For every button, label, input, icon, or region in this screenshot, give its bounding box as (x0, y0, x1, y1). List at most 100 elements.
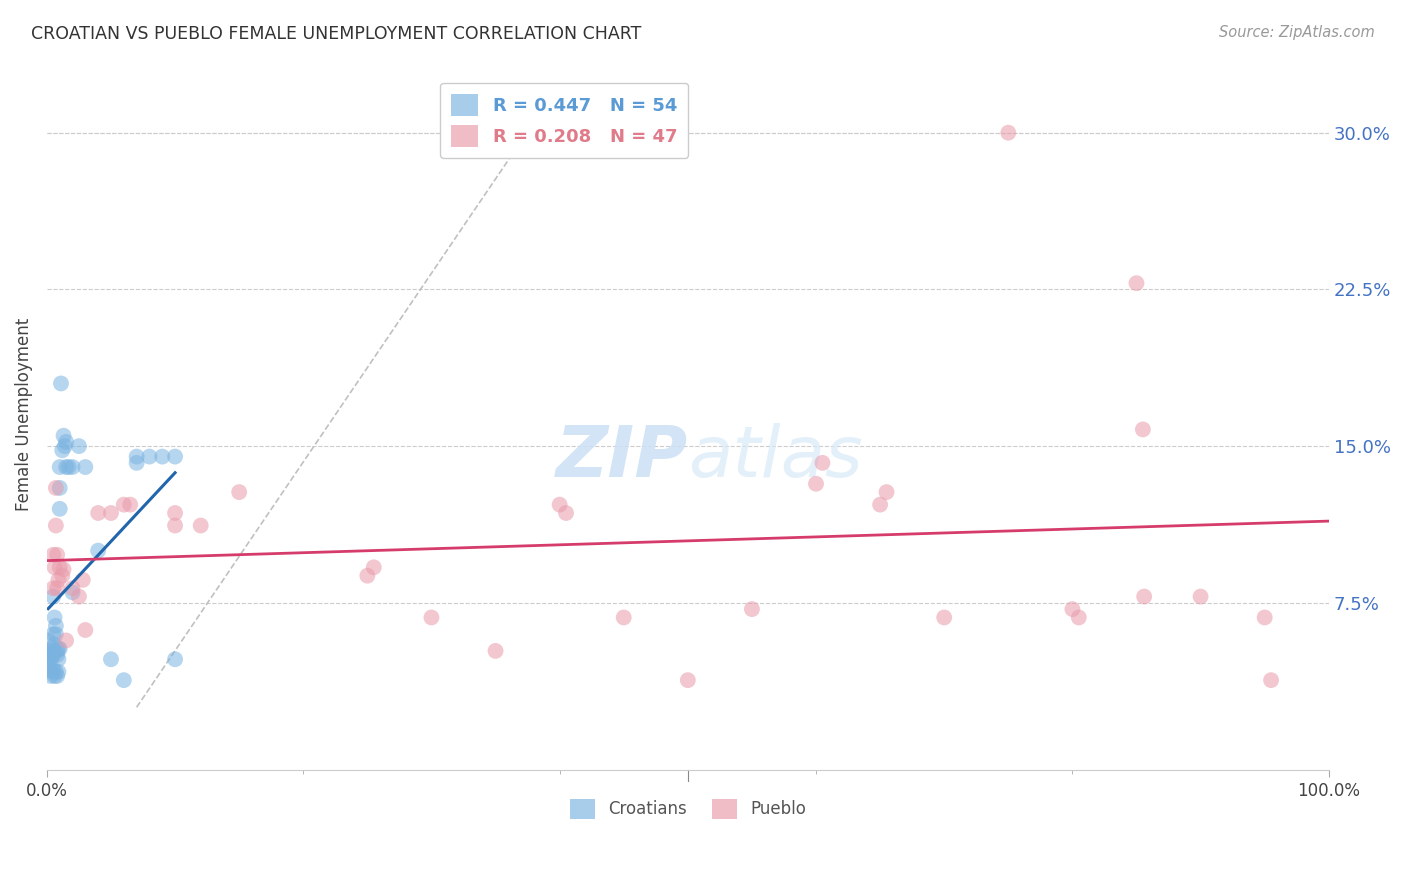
Point (100, 652, 122, 666)
Point (1260, 673, 1282, 688)
Point (1253, 610, 1275, 624)
Point (42, 648, 65, 662)
Point (420, 610, 443, 624)
Point (165, 652, 187, 666)
Point (48, 641, 70, 656)
Point (42, 548, 65, 562)
Point (125, 456, 148, 470)
Point (811, 456, 834, 470)
Point (41, 665, 63, 679)
Point (356, 568, 378, 582)
Point (37, 658, 59, 673)
Point (42, 663, 65, 677)
Point (1062, 602, 1084, 616)
Point (46, 648, 69, 662)
Point (38, 650, 60, 665)
Point (48, 481, 70, 495)
Point (48, 573, 70, 587)
Point (876, 485, 898, 500)
Point (42, 581, 65, 595)
Point (55, 434, 77, 449)
Point (75, 623, 97, 637)
Point (51, 443, 73, 458)
Text: atlas: atlas (688, 423, 862, 491)
Point (72, 573, 94, 587)
Point (1132, 422, 1154, 436)
Point (165, 450, 187, 464)
Point (44, 669, 66, 683)
Point (45, 627, 67, 641)
Point (48, 501, 70, 516)
Point (48, 652, 70, 666)
Point (484, 644, 506, 658)
Point (45, 619, 67, 633)
Point (87, 543, 110, 558)
Point (46, 581, 69, 595)
Point (67, 439, 90, 453)
Point (548, 498, 571, 512)
Point (45, 665, 67, 679)
Point (48, 665, 70, 679)
Point (150, 450, 173, 464)
Point (190, 518, 212, 533)
Point (41, 648, 63, 662)
Point (165, 506, 187, 520)
Text: ZIP: ZIP (555, 423, 688, 491)
Point (52, 428, 75, 442)
Point (38, 663, 60, 677)
Point (138, 450, 160, 464)
Text: CROATIAN VS PUEBLO FEMALE UNEMPLOYMENT CORRELATION CHART: CROATIAN VS PUEBLO FEMALE UNEMPLOYMENT C… (31, 25, 641, 43)
Point (39, 652, 62, 666)
Point (52, 562, 75, 576)
Point (46, 644, 69, 658)
Point (58, 460, 80, 475)
Point (39, 646, 62, 660)
Y-axis label: Female Unemployment: Female Unemployment (15, 318, 32, 511)
Point (55, 633, 77, 648)
Point (53, 439, 76, 453)
Point (62, 581, 84, 595)
Text: Source: ZipAtlas.com: Source: ZipAtlas.com (1219, 25, 1375, 40)
Point (997, 126, 1019, 140)
Point (48, 560, 70, 574)
Point (45, 481, 67, 495)
Point (51, 568, 73, 582)
Point (165, 518, 187, 533)
Point (44, 638, 66, 652)
Legend: Croatians, Pueblo: Croatians, Pueblo (562, 792, 813, 826)
Point (676, 673, 699, 688)
Point (125, 450, 148, 464)
Point (934, 610, 956, 624)
Point (741, 602, 763, 616)
Point (46, 548, 69, 562)
Point (1067, 610, 1090, 624)
Point (42, 590, 65, 604)
Point (1189, 590, 1212, 604)
Point (613, 610, 636, 624)
Point (100, 506, 122, 520)
Point (55, 460, 77, 475)
Point (37, 633, 59, 648)
Point (363, 560, 385, 574)
Point (1133, 590, 1156, 604)
Point (46, 669, 69, 683)
Point (62, 460, 84, 475)
Point (37, 648, 59, 662)
Point (44, 560, 66, 574)
Point (555, 506, 578, 520)
Point (39, 669, 62, 683)
Point (869, 498, 891, 512)
Point (48, 460, 70, 475)
Point (42, 627, 65, 641)
Point (112, 673, 135, 688)
Point (1125, 276, 1147, 290)
Point (45, 518, 67, 533)
Point (120, 498, 142, 512)
Point (44, 610, 66, 624)
Point (41, 641, 63, 656)
Point (87, 506, 110, 520)
Point (112, 498, 135, 512)
Point (67, 590, 90, 604)
Point (228, 485, 250, 500)
Point (38, 644, 60, 658)
